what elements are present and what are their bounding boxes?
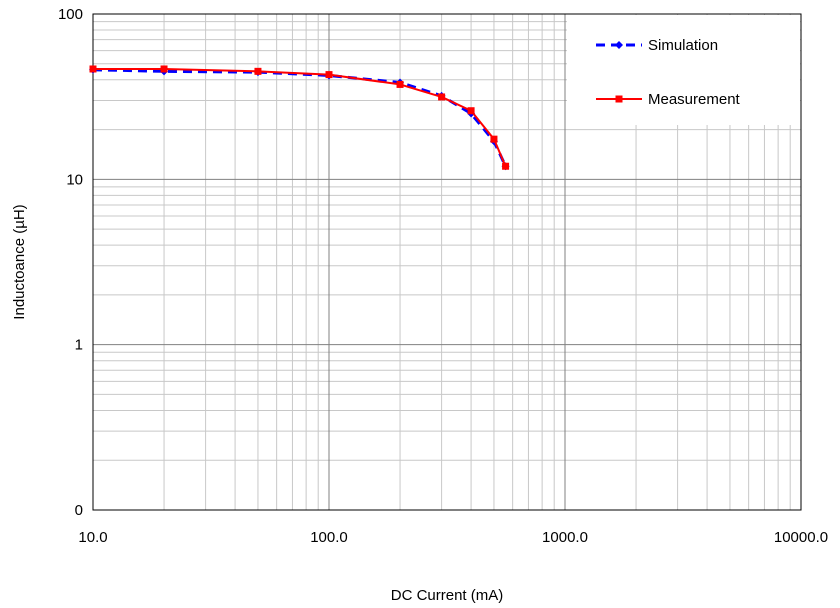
y-tick-label: 10 [66,171,83,188]
x-tick-label: 100.0 [310,529,348,546]
legend-simulation-marker [615,41,623,49]
legend-measurement-label: Measurement [648,91,741,108]
y-tick-label: 100 [58,6,83,23]
measurement-point [89,65,97,73]
series-layer [89,65,510,171]
major-gridlines [93,14,801,510]
y-tick-label: 0 [75,502,83,519]
measurement-point [502,162,510,170]
x-tick-label: 10000.0 [774,529,828,546]
legend: Simulation Measurement [567,15,800,125]
x-axis-title: DC Current (mA) [391,587,504,604]
simulation-line [92,68,507,167]
series-measurement [89,65,510,170]
y-axis-tick-labels: 0 1 10 100 [58,6,83,519]
plot-area-frame [92,13,802,511]
measurement-point [467,107,475,115]
legend-box [567,15,800,125]
y-tick-label: 1 [75,337,83,354]
legend-measurement-marker [615,95,623,103]
measurement-point [490,135,498,143]
measurement-line [93,67,507,167]
measurement-point [325,71,333,79]
series-simulation [89,65,510,171]
legend-simulation-label: Simulation [648,37,718,54]
y-axis-title: Inductoance (µH) [11,204,28,319]
x-tick-label: 1000.0 [542,529,588,546]
measurement-point [396,80,404,88]
measurement-point [160,65,168,73]
x-axis-tick-labels: 10.0 100.0 1000.0 10000.0 [78,529,828,546]
measurement-point [254,67,262,75]
x-tick-label: 10.0 [78,529,107,546]
measurement-point [438,93,446,101]
